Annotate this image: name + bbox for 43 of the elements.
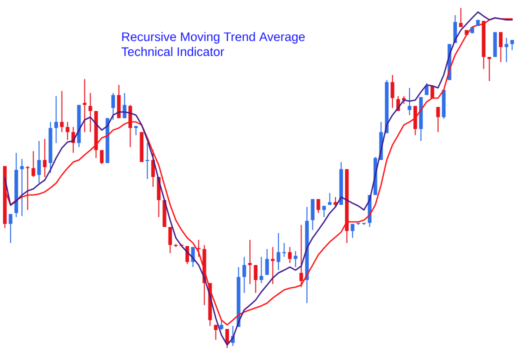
candlestick bbox=[168, 226, 172, 254]
candlestick bbox=[220, 320, 224, 330]
candlestick bbox=[270, 246, 275, 285]
candlestick bbox=[42, 138, 47, 178]
candlestick bbox=[328, 192, 332, 206]
candlestick bbox=[498, 32, 503, 63]
candlestick bbox=[488, 56, 492, 82]
candlestick bbox=[37, 140, 41, 184]
candlestick bbox=[88, 92, 92, 133]
candlestick bbox=[214, 324, 218, 340]
candlestick bbox=[151, 150, 155, 188]
candlestick bbox=[390, 74, 394, 108]
candlestick bbox=[8, 214, 12, 244]
candlestick bbox=[146, 142, 150, 180]
candlestick bbox=[436, 106, 440, 133]
candlestick bbox=[504, 37, 508, 63]
candlestick bbox=[20, 158, 24, 217]
candlestick bbox=[82, 78, 86, 133]
candlestick bbox=[26, 166, 30, 210]
candlestick bbox=[66, 121, 70, 140]
candlestick bbox=[100, 150, 104, 165]
candlestick bbox=[117, 84, 121, 119]
candlestick bbox=[260, 256, 264, 284]
candlestick bbox=[294, 250, 298, 268]
text: Recursive Moving Trend Average Technical Indicator bbox=[122, 32, 305, 56]
candlestick bbox=[276, 232, 280, 271]
candlestick bbox=[282, 242, 286, 258]
candlestick bbox=[248, 239, 252, 285]
candlestick bbox=[242, 256, 246, 294]
candlestick bbox=[32, 150, 36, 178]
candlestick bbox=[111, 92, 115, 120]
candlestick bbox=[54, 96, 58, 144]
candlestick bbox=[459, 7, 463, 28]
candlestick bbox=[310, 198, 314, 231]
candlestick bbox=[350, 223, 354, 238]
candlestick bbox=[225, 328, 229, 348]
candlestick bbox=[60, 90, 64, 133]
candlestick bbox=[288, 246, 292, 264]
candlestick bbox=[299, 224, 304, 288]
candlestick bbox=[408, 87, 412, 116]
candlestick bbox=[316, 198, 320, 214]
candlestick bbox=[254, 264, 258, 294]
candlestick bbox=[265, 248, 269, 276]
